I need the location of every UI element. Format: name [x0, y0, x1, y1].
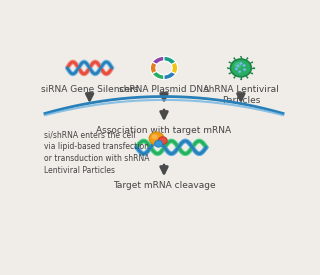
Circle shape — [230, 59, 251, 77]
Text: Target mRNA cleavage: Target mRNA cleavage — [113, 181, 215, 190]
Wedge shape — [164, 56, 176, 64]
Circle shape — [243, 68, 246, 71]
Circle shape — [235, 68, 238, 70]
Text: shRNA Lentiviral
Particles: shRNA Lentiviral Particles — [204, 85, 278, 105]
Circle shape — [152, 134, 157, 139]
Circle shape — [155, 140, 163, 147]
Circle shape — [158, 137, 167, 144]
Circle shape — [243, 64, 245, 67]
Text: Association with target mRNA: Association with target mRNA — [96, 126, 232, 135]
Circle shape — [234, 62, 242, 68]
Wedge shape — [150, 62, 157, 74]
Circle shape — [234, 77, 235, 78]
Circle shape — [247, 57, 248, 59]
Circle shape — [240, 56, 242, 57]
Circle shape — [253, 67, 255, 69]
Circle shape — [252, 62, 253, 63]
Circle shape — [238, 71, 241, 73]
Circle shape — [239, 62, 242, 64]
Wedge shape — [171, 62, 178, 74]
Text: si/shRNA enters the cell
via lipid-based transfection
or transduction with shRNA: si/shRNA enters the cell via lipid-based… — [44, 130, 149, 175]
Circle shape — [228, 62, 230, 63]
Circle shape — [227, 67, 228, 69]
Wedge shape — [152, 56, 164, 64]
Text: shRNA Plasmid DNA: shRNA Plasmid DNA — [119, 85, 209, 94]
Text: siRNA Gene Silencers: siRNA Gene Silencers — [41, 85, 138, 94]
Circle shape — [252, 73, 253, 74]
Wedge shape — [152, 72, 164, 79]
Circle shape — [228, 73, 230, 74]
Circle shape — [240, 78, 242, 80]
Circle shape — [149, 132, 164, 145]
Circle shape — [236, 65, 239, 67]
Circle shape — [234, 57, 235, 59]
Wedge shape — [164, 72, 176, 79]
Circle shape — [247, 77, 248, 78]
